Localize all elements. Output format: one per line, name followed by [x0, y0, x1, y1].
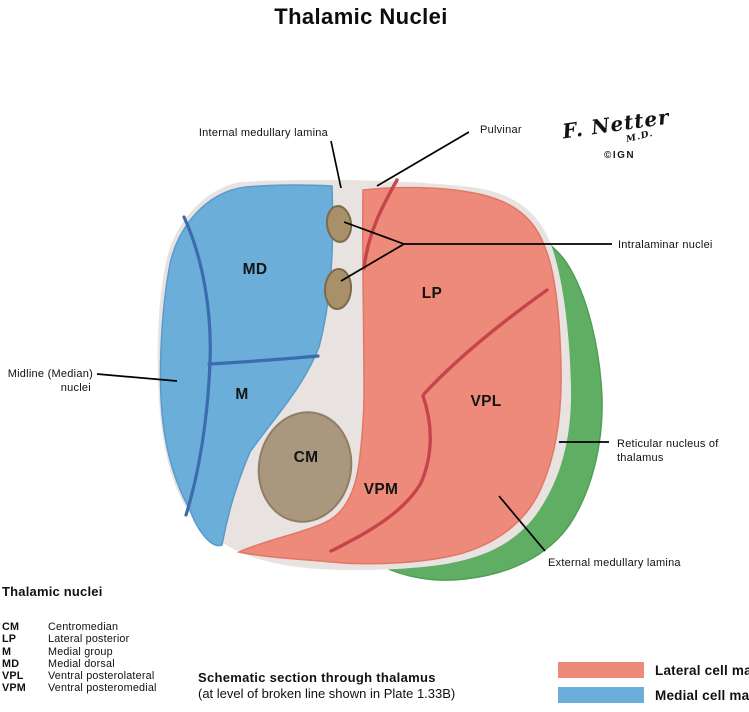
medial-cell-mass-swatch: [558, 687, 644, 703]
region-labels: MD M CM LP VPL VPM: [235, 261, 501, 498]
lateral-cell-mass-region: [236, 186, 562, 565]
abbreviation-key: Thalamic nuclei CM Centromedian LP Later…: [2, 584, 232, 695]
key-name: Centromedian: [48, 621, 119, 633]
legend-label-medial: Medial cell mass: [655, 687, 749, 703]
key-row: CM Centromedian: [2, 621, 232, 633]
medial-curved-line: [182, 215, 212, 517]
key-abbr: CM: [2, 621, 20, 633]
legend-row-lateral: Lateral cell mass: [558, 662, 749, 678]
swatch-rect: [558, 662, 644, 678]
leader-internal-medullary-lamina: [330, 140, 342, 189]
lateral-cell-mass-swatch: [558, 662, 644, 678]
callout-reticular-line1: Reticular nucleus of: [617, 438, 719, 450]
key-abbr: M: [2, 645, 12, 658]
leader-pulvinar: [376, 131, 470, 187]
key-abbr: VPM: [2, 682, 26, 695]
label-vpl: VPL: [470, 393, 501, 410]
key-row: VPM Ventral posteromedial: [2, 682, 232, 694]
color-legend: Lateral cell mass Medial cell mass: [558, 662, 749, 712]
label-m: M: [235, 386, 248, 403]
netter-signature: F. Netter M.D. ©IGN: [560, 105, 680, 170]
leader-midline-nuclei: [96, 373, 178, 382]
callout-labels: Internal medullary lamina Pulvinar Intra…: [8, 124, 719, 569]
callout-internal-medullary-lamina: Internal medullary lamina: [199, 127, 329, 139]
key-name: Lateral posterior: [48, 633, 130, 646]
label-cm: CM: [294, 449, 319, 466]
callout-midline-nuclei-line2: nuclei: [61, 382, 91, 394]
leader-intralaminar: [340, 221, 612, 282]
key-row: VPL Ventral posterolateral: [2, 670, 232, 682]
key-name: Medial dorsal: [48, 657, 115, 670]
label-md: MD: [243, 261, 268, 278]
leader-lines: [96, 131, 612, 552]
key-heading: Thalamic nuclei: [2, 584, 103, 599]
leader-external-medullary-lamina: [498, 495, 546, 552]
key-row: MD Medial dorsal: [2, 658, 232, 670]
lateral-division-lines: [329, 178, 549, 553]
centromedian-nucleus: [257, 411, 353, 523]
page-title: Thalamic Nuclei: [274, 4, 448, 29]
figure-caption: Schematic section through thalamus (at l…: [198, 670, 528, 701]
callout-intralaminar-nuclei: Intralaminar nuclei: [618, 239, 713, 251]
callout-external-medullary-lamina: External medullary lamina: [548, 557, 681, 569]
key-rows: CM Centromedian LP Lateral posterior M M…: [2, 621, 232, 695]
intralaminar-nucleus-upper: [325, 205, 353, 243]
legend-row-medial: Medial cell mass: [558, 687, 749, 703]
callout-midline-nuclei-line1: Midline (Median): [8, 368, 93, 380]
md-m-divider-line: [207, 354, 320, 366]
label-vpm: VPM: [364, 481, 399, 498]
key-name: Medial group: [48, 645, 113, 658]
legend-label-lateral: Lateral cell mass: [655, 662, 749, 678]
caption-line2: (at level of broken line shown in Plate …: [198, 685, 456, 701]
medial-division-lines: [182, 215, 320, 517]
key-abbr: MD: [2, 657, 20, 670]
caption-line1: Schematic section through thalamus: [198, 670, 436, 685]
key-abbr: VPL: [2, 670, 24, 683]
key-row: LP Lateral posterior: [2, 633, 232, 645]
signature-copyright: ©IGN: [604, 150, 636, 161]
key-name: Ventral posterolateral: [48, 670, 155, 683]
callout-pulvinar: Pulvinar: [480, 124, 522, 136]
lp-vpl-divider-line: [422, 288, 549, 396]
label-lp: LP: [422, 285, 442, 302]
callout-reticular-line2: thalamus: [617, 452, 664, 464]
pulvinar-divider-line: [362, 178, 399, 270]
key-row: M Medial group: [2, 646, 232, 658]
key-abbr: LP: [2, 633, 17, 646]
swatch-rect: [558, 687, 644, 703]
vpl-vpm-divider-line: [329, 394, 432, 553]
key-name: Ventral posteromedial: [48, 682, 157, 695]
